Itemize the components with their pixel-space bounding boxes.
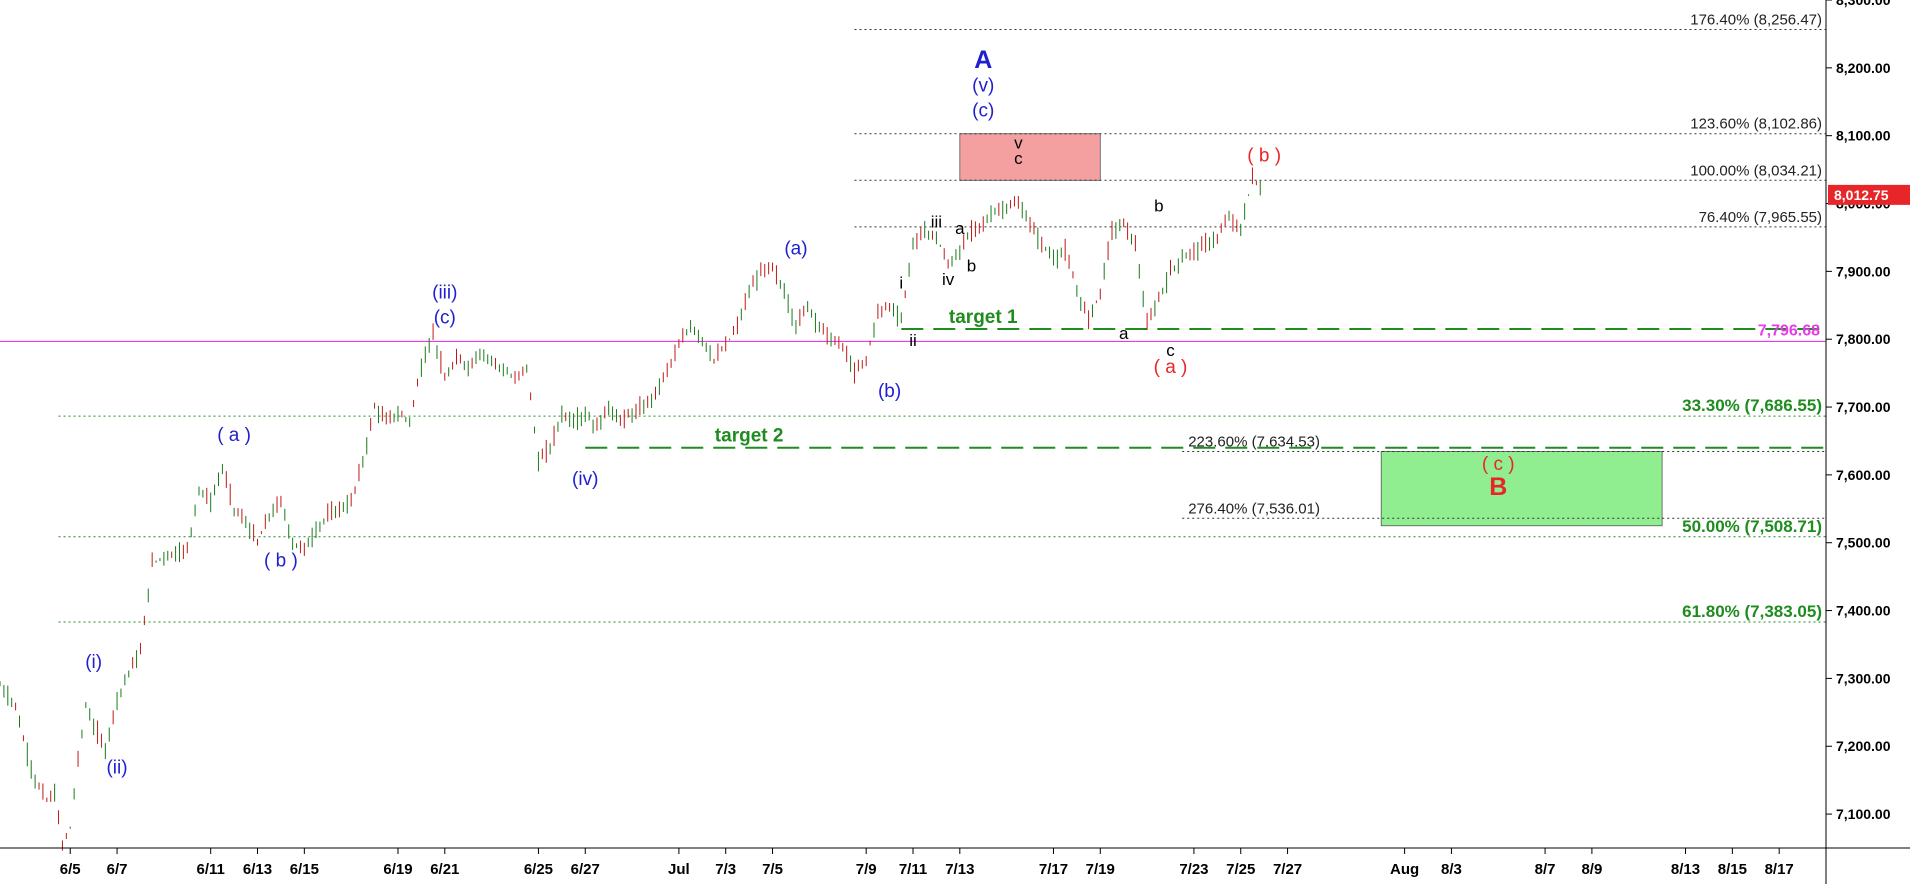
fib-level-label: 76.40% (7,965.55) bbox=[1699, 209, 1822, 226]
fib-level-label: 223.60% (7,634.53) bbox=[1188, 433, 1320, 450]
wave-label: ( a ) bbox=[1154, 357, 1188, 378]
x-tick-label: 7/13 bbox=[945, 861, 974, 878]
x-tick-label: 6/25 bbox=[524, 861, 553, 878]
fib-level-label: 176.40% (8,256.47) bbox=[1690, 12, 1822, 29]
wave-label: b bbox=[1154, 197, 1163, 216]
x-tick-label: 7/11 bbox=[899, 861, 927, 878]
y-tick-label: 7,500.00 bbox=[1836, 535, 1891, 551]
x-tick-label: 7/3 bbox=[715, 861, 736, 878]
wave-label: (i) bbox=[85, 652, 102, 673]
y-tick-label: 8,300.00 bbox=[1836, 0, 1891, 8]
fib-level-label: 33.30% (7,686.55) bbox=[1682, 396, 1822, 415]
current-price-label: 8,012.75 bbox=[1834, 187, 1889, 203]
wave-label: ( b ) bbox=[1247, 145, 1281, 166]
y-tick-label: 7,600.00 bbox=[1836, 467, 1891, 483]
red-target-zone bbox=[959, 133, 1101, 181]
support-label: 7,796.68 bbox=[1758, 322, 1820, 339]
wave-label: iii bbox=[931, 212, 942, 231]
x-tick-label: 8/3 bbox=[1441, 861, 1462, 878]
x-tick-label: 6/21 bbox=[430, 861, 459, 878]
x-tick-label: 6/15 bbox=[290, 861, 319, 878]
wave-label: a bbox=[955, 219, 965, 238]
wave-labels-layer: (i)(ii)( a )( b )(iii)(c)(iv)(a)(b)iiiii… bbox=[85, 46, 1514, 779]
y-tick-label: 7,900.00 bbox=[1836, 263, 1891, 279]
wave-label: A bbox=[974, 46, 992, 74]
x-tick-label: 6/5 bbox=[60, 861, 81, 878]
wave-label: ( b ) bbox=[264, 550, 298, 571]
wave-label: iv bbox=[942, 270, 955, 289]
y-tick-label: 8,200.00 bbox=[1836, 60, 1891, 76]
x-tick-label: 6/11 bbox=[197, 861, 225, 878]
x-tick-label: 7/23 bbox=[1179, 861, 1208, 878]
zones-layer bbox=[959, 133, 1663, 527]
wave-label: i bbox=[899, 273, 903, 292]
x-tick-label: 6/13 bbox=[243, 861, 272, 878]
fib-level-label: 100.00% (8,034.21) bbox=[1690, 162, 1822, 179]
fib-level-label: 61.80% (7,383.05) bbox=[1682, 602, 1822, 621]
x-tick-label: 8/13 bbox=[1671, 861, 1700, 878]
wave-label: (ii) bbox=[106, 757, 127, 778]
x-tick-label: 6/27 bbox=[571, 861, 600, 878]
x-tick-label: 7/25 bbox=[1226, 861, 1255, 878]
wave-label: v bbox=[1014, 134, 1023, 153]
y-tick-label: 7,800.00 bbox=[1836, 331, 1891, 347]
fib-level-label: 123.60% (8,102.86) bbox=[1690, 116, 1822, 133]
x-tick-label: 8/9 bbox=[1581, 861, 1602, 878]
wave-label: ii bbox=[909, 331, 917, 350]
wave-label: ( c ) bbox=[1482, 454, 1515, 475]
price-layer bbox=[0, 167, 1261, 851]
levels-layer: 176.40% (8,256.47) 123.60% (8,102.86) 100.… bbox=[0, 12, 1826, 623]
wave-label: (iv) bbox=[572, 469, 598, 490]
green-target-zone bbox=[1380, 451, 1663, 527]
fib-level-label: 276.40% (7,536.01) bbox=[1188, 500, 1320, 517]
x-tick-label: 8/17 bbox=[1765, 861, 1794, 878]
x-tick-label: 7/9 bbox=[856, 861, 877, 878]
y-tick-label: 8,100.00 bbox=[1836, 128, 1891, 144]
x-tick-label: 7/19 bbox=[1086, 861, 1115, 878]
x-tick-label: Aug bbox=[1390, 861, 1419, 878]
current-price-badge bbox=[1828, 184, 1910, 205]
y-tick-label: 7,300.00 bbox=[1836, 670, 1891, 686]
target-label: target 1 bbox=[949, 307, 1018, 328]
wave-label: c bbox=[1014, 149, 1023, 168]
x-tick-label: 7/5 bbox=[762, 861, 783, 878]
y-tick-label: 7,100.00 bbox=[1836, 806, 1891, 822]
x-tick-label: 7/27 bbox=[1273, 861, 1302, 878]
wave-label: ( a ) bbox=[217, 425, 251, 446]
wave-label: B bbox=[1489, 473, 1507, 501]
wave-label: (a) bbox=[784, 238, 807, 259]
x-tick-label: 8/15 bbox=[1718, 861, 1747, 878]
wave-label: (iii) bbox=[432, 282, 457, 303]
y-tick-label: 7,200.00 bbox=[1836, 738, 1891, 754]
y-tick-label: 7,400.00 bbox=[1836, 603, 1891, 619]
x-tick-label: 6/19 bbox=[383, 861, 412, 878]
x-tick-label: 8/7 bbox=[1535, 861, 1556, 878]
x-tick-label: 6/7 bbox=[107, 861, 128, 878]
wave-label: (c) bbox=[972, 101, 994, 122]
target-label: target 2 bbox=[715, 426, 784, 447]
wave-label: c bbox=[1166, 341, 1175, 360]
x-tick-label: 7/17 bbox=[1039, 861, 1068, 878]
wave-label: (b) bbox=[878, 381, 901, 402]
wave-label: a bbox=[1119, 324, 1129, 343]
wave-label: b bbox=[967, 256, 976, 275]
y-tick-label: 7,700.00 bbox=[1836, 399, 1891, 415]
wave-label: (v) bbox=[972, 76, 994, 97]
wave-label: (c) bbox=[434, 308, 456, 329]
x-tick-label: Jul bbox=[668, 861, 690, 878]
fib-level-label: 50.00% (7,508.71) bbox=[1682, 517, 1822, 536]
